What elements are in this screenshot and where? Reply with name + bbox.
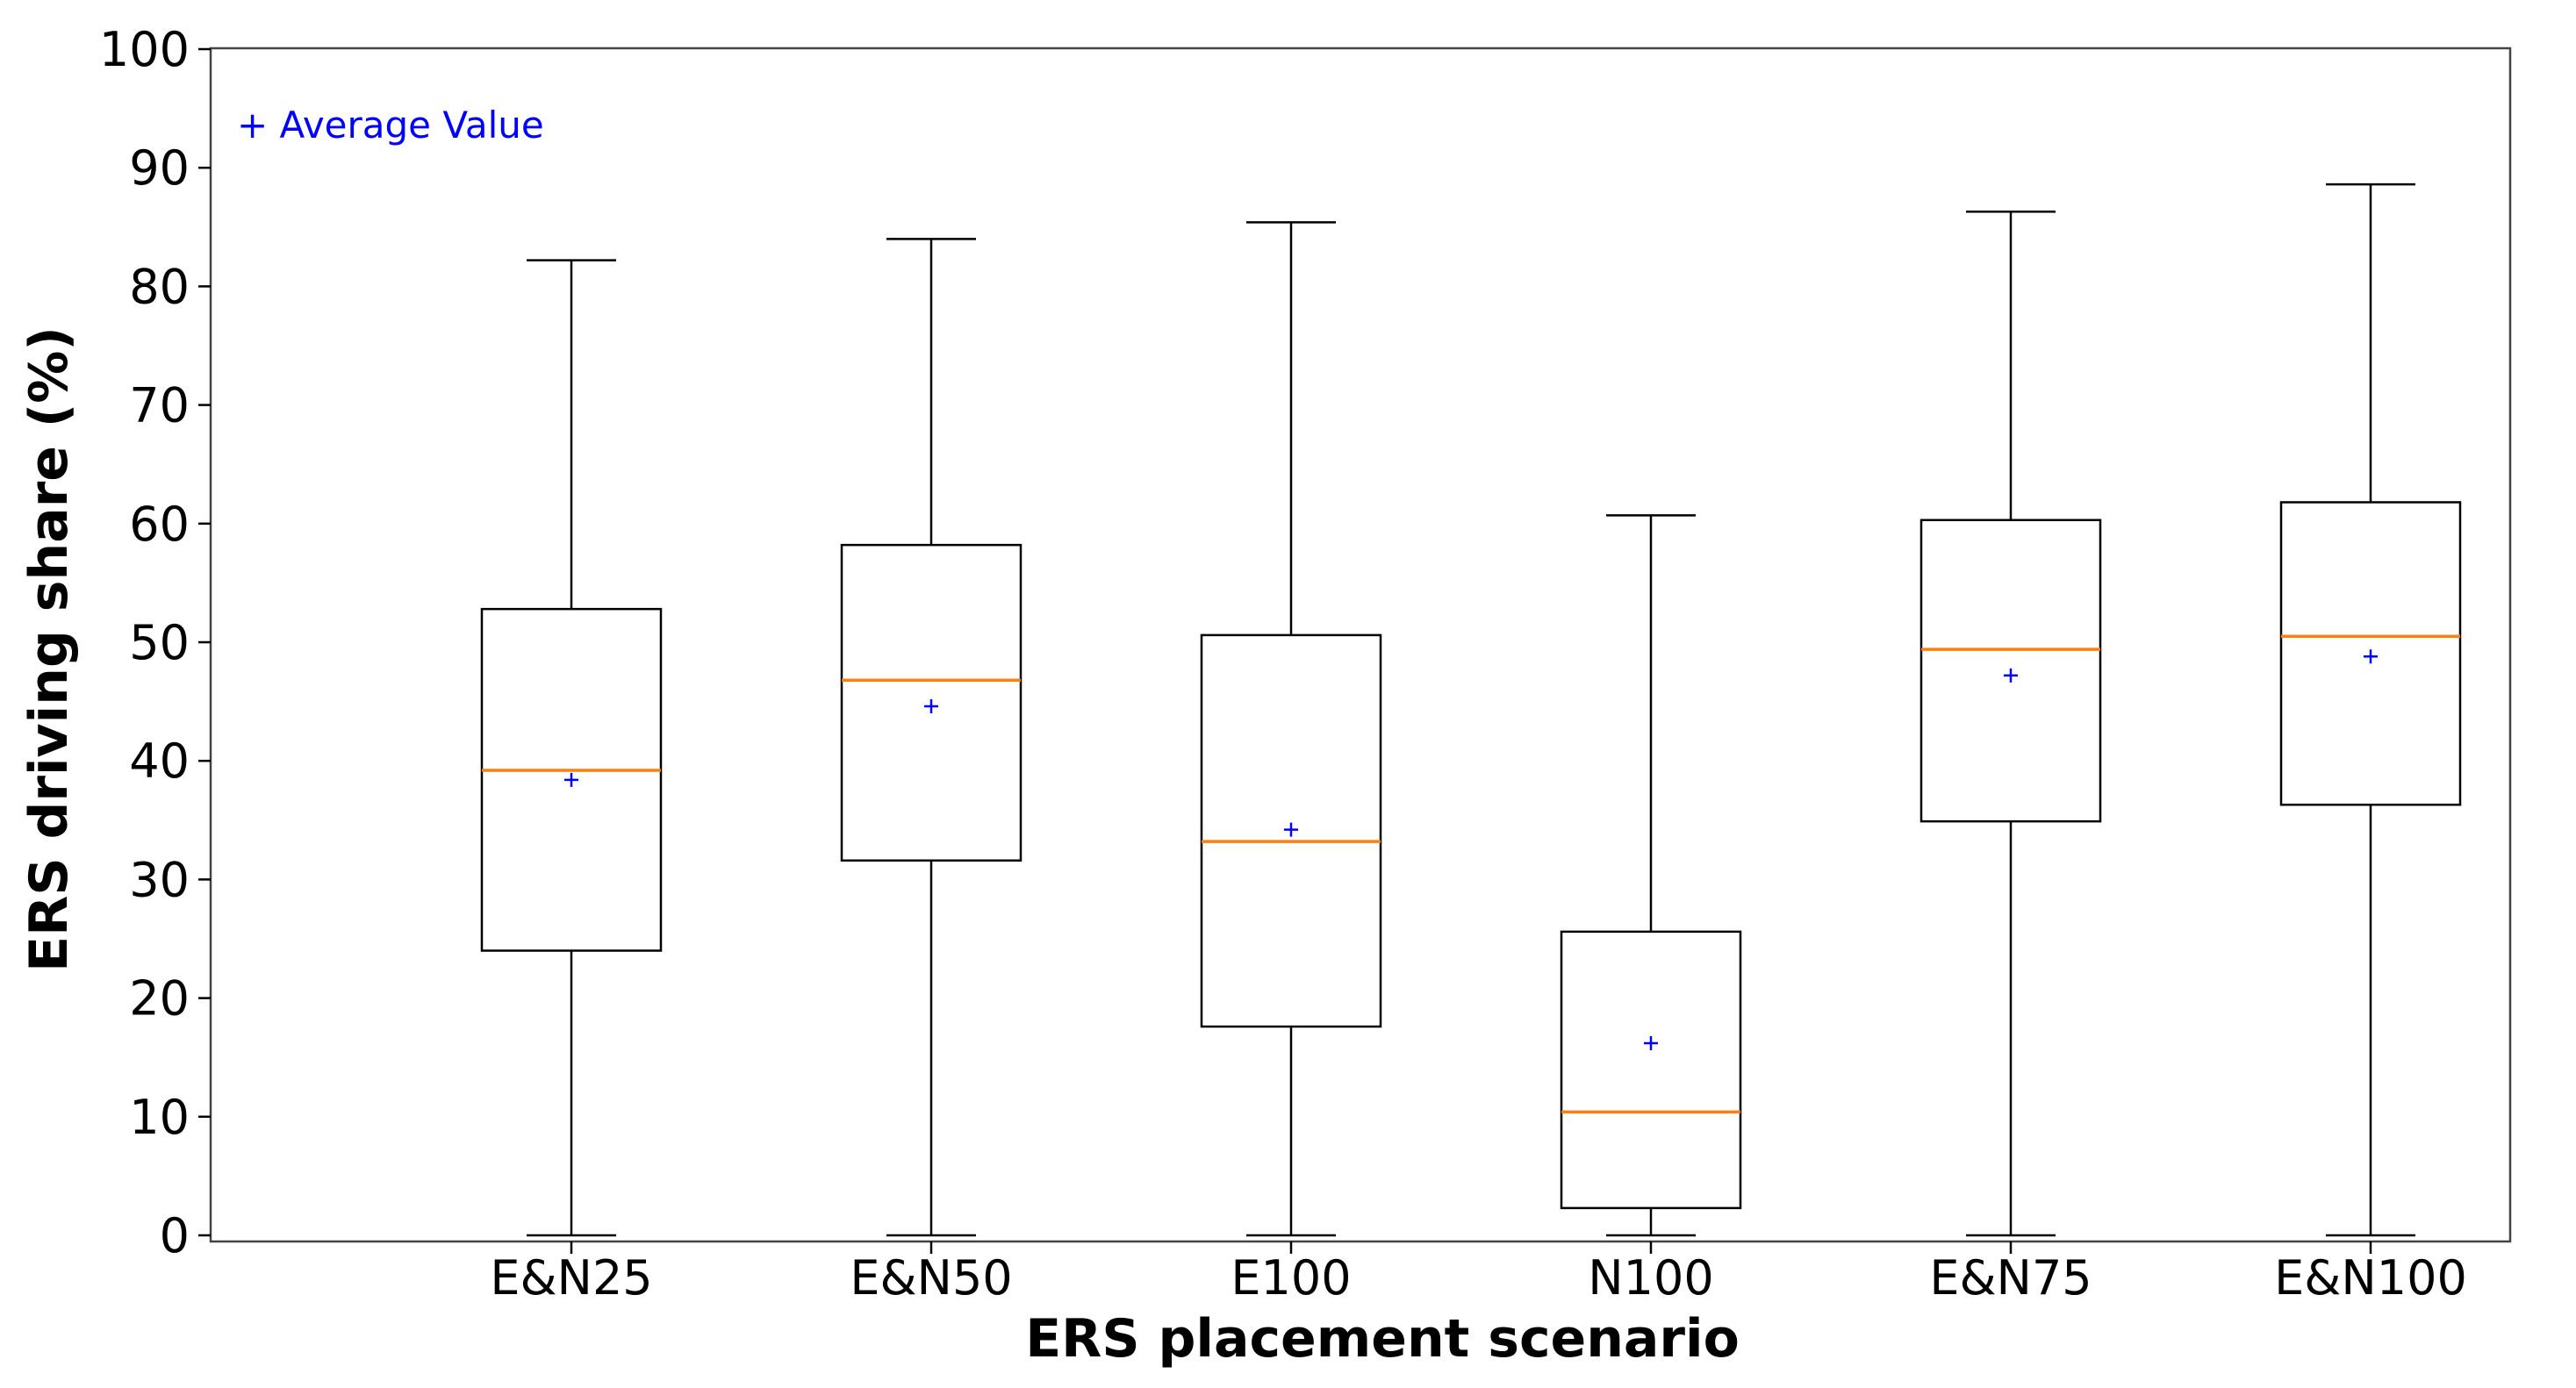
x-tick-label: E&N25 [490, 1250, 652, 1306]
y-tick-label: 80 [129, 259, 190, 314]
y-tick-label: 10 [129, 1090, 190, 1145]
mean-marker [564, 772, 578, 787]
iqr-box [1200, 633, 1382, 1028]
y-tick-label: 60 [129, 497, 190, 552]
x-tick-label: E100 [1231, 1250, 1351, 1306]
y-tick-label: 50 [129, 615, 190, 670]
y-tick-label: 20 [129, 971, 190, 1027]
plot-area [209, 47, 2512, 1243]
box-series [480, 182, 2462, 1237]
x-tick-label: E&N75 [1929, 1250, 2092, 1306]
iqr-box [2279, 501, 2462, 806]
box-group [840, 238, 1023, 1237]
box-group [1200, 221, 1382, 1237]
box-group [1560, 514, 1742, 1237]
iqr-box [1560, 930, 1742, 1210]
iqr-box [480, 607, 663, 952]
mean-marker [2364, 649, 2378, 664]
y-tick-label: 40 [129, 733, 190, 789]
y-tick-label: 30 [129, 852, 190, 907]
mean-marker [1644, 1035, 1658, 1050]
mean-marker [924, 699, 938, 714]
x-tick-label: E&N50 [850, 1250, 1012, 1306]
x-axis-title: ERS placement scenario [1025, 1308, 1740, 1370]
y-tick-label: 100 [99, 22, 190, 77]
x-tick-label: E&N100 [2274, 1250, 2467, 1306]
iqr-box [1919, 519, 2102, 823]
mean-marker [1284, 822, 1298, 837]
y-axis: 0 10 20 30 40 50 60 70 80 90 100 [99, 22, 211, 1263]
box-group [2279, 182, 2462, 1237]
mean-marker [2004, 668, 2018, 683]
x-tick-label: N100 [1588, 1250, 1713, 1306]
iqr-box [840, 543, 1023, 862]
y-tick-label: 90 [129, 140, 190, 196]
y-axis-title: ERS driving share (%) [18, 326, 80, 972]
y-tick-label: 70 [129, 378, 190, 433]
y-tick-label: 0 [160, 1208, 190, 1263]
box-group [1919, 210, 2102, 1237]
x-axis: E&N25 E&N50 E100 N100 E&N75 E&N100 [490, 1241, 2467, 1306]
box-group [480, 259, 663, 1237]
legend: + Average Value [237, 104, 544, 147]
legend-label: + Average Value [237, 104, 544, 147]
